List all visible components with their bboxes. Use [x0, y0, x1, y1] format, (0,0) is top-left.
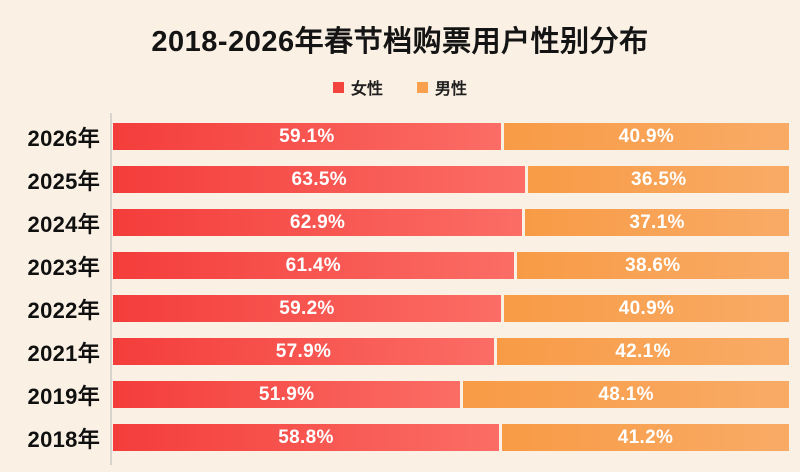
- male-bar-segment: 40.9%: [503, 295, 789, 323]
- male-bar-segment: 41.2%: [501, 424, 789, 452]
- female-bar-segment: 63.5%: [113, 166, 526, 194]
- female-bar-segment: 51.9%: [113, 381, 461, 409]
- year-label: 2018年: [27, 426, 100, 452]
- female-bar-segment: 61.4%: [113, 252, 514, 280]
- year-label: 2025年: [27, 168, 100, 194]
- bar-track: 58.8% 41.2%: [113, 424, 789, 452]
- male-bar-segment: 37.1%: [525, 209, 789, 237]
- male-value-label: 40.9%: [618, 125, 675, 147]
- year-label: 2024年: [27, 211, 100, 237]
- year-label: 2021年: [27, 340, 100, 366]
- chart-rows: 2026年 59.1% 40.9% 2025年 63.5% 36.5% 2024…: [0, 115, 800, 459]
- male-bar-segment: 40.9%: [503, 123, 789, 151]
- male-bar-segment: 42.1%: [496, 338, 789, 366]
- axis-line: [110, 113, 112, 466]
- male-value-label: 36.5%: [631, 168, 687, 190]
- female-value-label: 63.5%: [291, 168, 347, 190]
- bar-track: 61.4% 38.6%: [113, 252, 789, 280]
- female-bar-segment: 58.8%: [113, 424, 499, 452]
- chart-row: 2022年 59.2% 40.9%: [0, 287, 800, 330]
- chart-row: 2025年 63.5% 36.5%: [0, 158, 800, 201]
- female-bar-segment: 62.9%: [113, 209, 523, 237]
- female-value-label: 59.2%: [279, 297, 335, 319]
- female-value-label: 58.8%: [278, 426, 334, 448]
- male-bar-segment: 48.1%: [463, 381, 789, 409]
- chart-row: 2019年 51.9% 48.1%: [0, 373, 800, 416]
- female-value-label: 59.1%: [279, 125, 335, 147]
- bar-track: 51.9% 48.1%: [113, 381, 789, 409]
- male-value-label: 41.2%: [617, 426, 674, 448]
- male-bar-segment: 36.5%: [528, 166, 789, 194]
- year-label: 2022年: [27, 297, 100, 323]
- chart-area: 2026年 59.1% 40.9% 2025年 63.5% 36.5% 2024…: [0, 113, 800, 466]
- chart-title: 2018-2026年春节档购票用户性别分布: [151, 26, 649, 58]
- legend-item-male: 男性: [417, 75, 467, 99]
- female-value-label: 51.9%: [258, 383, 315, 405]
- chart-row: 2026年 59.1% 40.9%: [0, 115, 800, 158]
- year-label: 2023年: [27, 254, 100, 280]
- female-value-label: 57.9%: [275, 340, 332, 362]
- legend: 女性 男性: [0, 75, 800, 99]
- female-bar-segment: 59.2%: [113, 295, 501, 323]
- male-value-label: 38.6%: [625, 254, 681, 276]
- chart-row: 2023年 61.4% 38.6%: [0, 244, 800, 287]
- bar-track: 59.2% 40.9%: [113, 295, 789, 323]
- male-bar-segment: 38.6%: [516, 252, 789, 280]
- chart-row: 2018年 58.8% 41.2%: [0, 416, 800, 459]
- bar-track: 62.9% 37.1%: [113, 209, 789, 237]
- female-value-label: 61.4%: [285, 254, 341, 276]
- male-value-label: 48.1%: [598, 383, 654, 405]
- female-value-label: 62.9%: [289, 211, 346, 233]
- bar-track: 57.9% 42.1%: [113, 338, 789, 366]
- female-bar-segment: 59.1%: [113, 123, 501, 151]
- chart-row: 2021年 57.9% 42.1%: [0, 330, 800, 373]
- male-value-label: 37.1%: [629, 211, 685, 233]
- bar-track: 63.5% 36.5%: [113, 166, 789, 194]
- male-value-label: 42.1%: [615, 340, 671, 362]
- legend-label-male: 男性: [435, 81, 468, 99]
- female-swatch-icon: [332, 81, 344, 93]
- year-label: 2019年: [27, 383, 100, 409]
- male-swatch-icon: [417, 81, 428, 93]
- bar-track: 59.1% 40.9%: [113, 123, 789, 151]
- year-label: 2026年: [27, 125, 100, 151]
- female-bar-segment: 57.9%: [113, 338, 494, 366]
- chart-row: 2024年 62.9% 37.1%: [0, 201, 800, 244]
- legend-label-female: 女性: [350, 81, 383, 99]
- male-value-label: 40.9%: [618, 297, 675, 319]
- legend-item-female: 女性: [332, 75, 383, 99]
